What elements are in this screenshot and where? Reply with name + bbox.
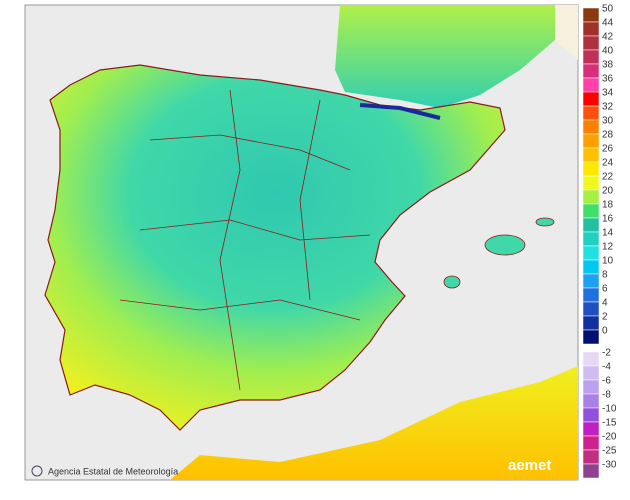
pyrenees-cold bbox=[359, 103, 441, 120]
legend-swatch bbox=[582, 435, 600, 451]
legend-label: 50 bbox=[602, 4, 614, 15]
legend-swatch bbox=[582, 287, 600, 303]
legend-label: 16 bbox=[602, 214, 614, 225]
africa bbox=[170, 366, 578, 480]
legend-label: 18 bbox=[602, 200, 614, 211]
credit: Agencia Estatal de Meteorología bbox=[48, 466, 178, 476]
france bbox=[335, 5, 555, 108]
legend-swatch bbox=[582, 259, 600, 275]
ibiza bbox=[443, 275, 461, 289]
legend-label: -2 bbox=[602, 348, 611, 359]
legend-label: 42 bbox=[602, 32, 614, 43]
legend-swatch bbox=[582, 133, 600, 149]
legend-label: -10 bbox=[602, 404, 617, 415]
legend-swatch bbox=[582, 189, 600, 205]
legend-label: 0 bbox=[602, 326, 608, 337]
land-outside bbox=[555, 5, 578, 60]
legend-swatch bbox=[582, 147, 600, 163]
legend-swatch bbox=[582, 161, 600, 177]
legend-swatch bbox=[582, 77, 600, 93]
legend-swatch bbox=[582, 379, 600, 395]
legend-swatch bbox=[582, 175, 600, 191]
legend-label: 26 bbox=[602, 144, 614, 155]
legend-swatch bbox=[582, 63, 600, 79]
legend-swatch bbox=[582, 91, 600, 107]
legend-swatch bbox=[582, 245, 600, 261]
legend-label: 30 bbox=[602, 116, 614, 127]
legend-swatch bbox=[582, 301, 600, 317]
mallorca bbox=[484, 234, 526, 256]
legend-swatch bbox=[582, 49, 600, 65]
legend-label: 36 bbox=[602, 74, 614, 85]
legend-label: 12 bbox=[602, 242, 614, 253]
legend-label: 2 bbox=[602, 312, 608, 323]
legend-label: 10 bbox=[602, 256, 614, 267]
legend-label: 14 bbox=[602, 228, 614, 239]
legend-label: 34 bbox=[602, 88, 614, 99]
legend-label: 44 bbox=[602, 18, 614, 29]
legend-swatch bbox=[582, 21, 600, 37]
legend-label: -20 bbox=[602, 432, 617, 443]
legend-label: 20 bbox=[602, 186, 614, 197]
legend-swatch bbox=[582, 231, 600, 247]
region-borders bbox=[119, 89, 371, 391]
legend-swatch bbox=[582, 351, 600, 367]
legend-swatch bbox=[582, 463, 600, 479]
legend-swatch bbox=[582, 449, 600, 465]
legend-swatch bbox=[582, 105, 600, 121]
legend-label: 6 bbox=[602, 284, 608, 295]
legend-label: 40 bbox=[602, 46, 614, 57]
legend-swatch bbox=[582, 217, 600, 233]
legend-label: -15 bbox=[602, 418, 617, 429]
legend-label: -25 bbox=[602, 446, 617, 457]
legend-label: -6 bbox=[602, 376, 611, 387]
iberia bbox=[44, 64, 506, 431]
legend-label: -4 bbox=[602, 362, 611, 373]
legend-label: 38 bbox=[602, 60, 614, 71]
legend-swatch bbox=[582, 315, 600, 331]
legend-swatch bbox=[582, 35, 600, 51]
logo: aemet bbox=[508, 457, 551, 474]
legend-swatch bbox=[582, 393, 600, 409]
legend-label: 28 bbox=[602, 130, 614, 141]
legend-label: 22 bbox=[602, 172, 614, 183]
legend-swatch bbox=[582, 7, 600, 23]
legend-label: -30 bbox=[602, 460, 617, 471]
legend-swatch bbox=[582, 407, 600, 423]
legend-label: -8 bbox=[602, 390, 611, 401]
legend-label: 24 bbox=[602, 158, 614, 169]
legend-swatch bbox=[582, 365, 600, 381]
legend-swatch bbox=[582, 329, 600, 345]
credit-icon bbox=[31, 465, 43, 477]
legend-swatch bbox=[582, 273, 600, 289]
legend-swatch bbox=[582, 119, 600, 135]
legend-label: 8 bbox=[602, 270, 608, 281]
legend-label: 32 bbox=[602, 102, 614, 113]
legend-label: 4 bbox=[602, 298, 608, 309]
menorca bbox=[535, 217, 555, 227]
legend-swatch bbox=[582, 421, 600, 437]
legend-swatch bbox=[582, 203, 600, 219]
